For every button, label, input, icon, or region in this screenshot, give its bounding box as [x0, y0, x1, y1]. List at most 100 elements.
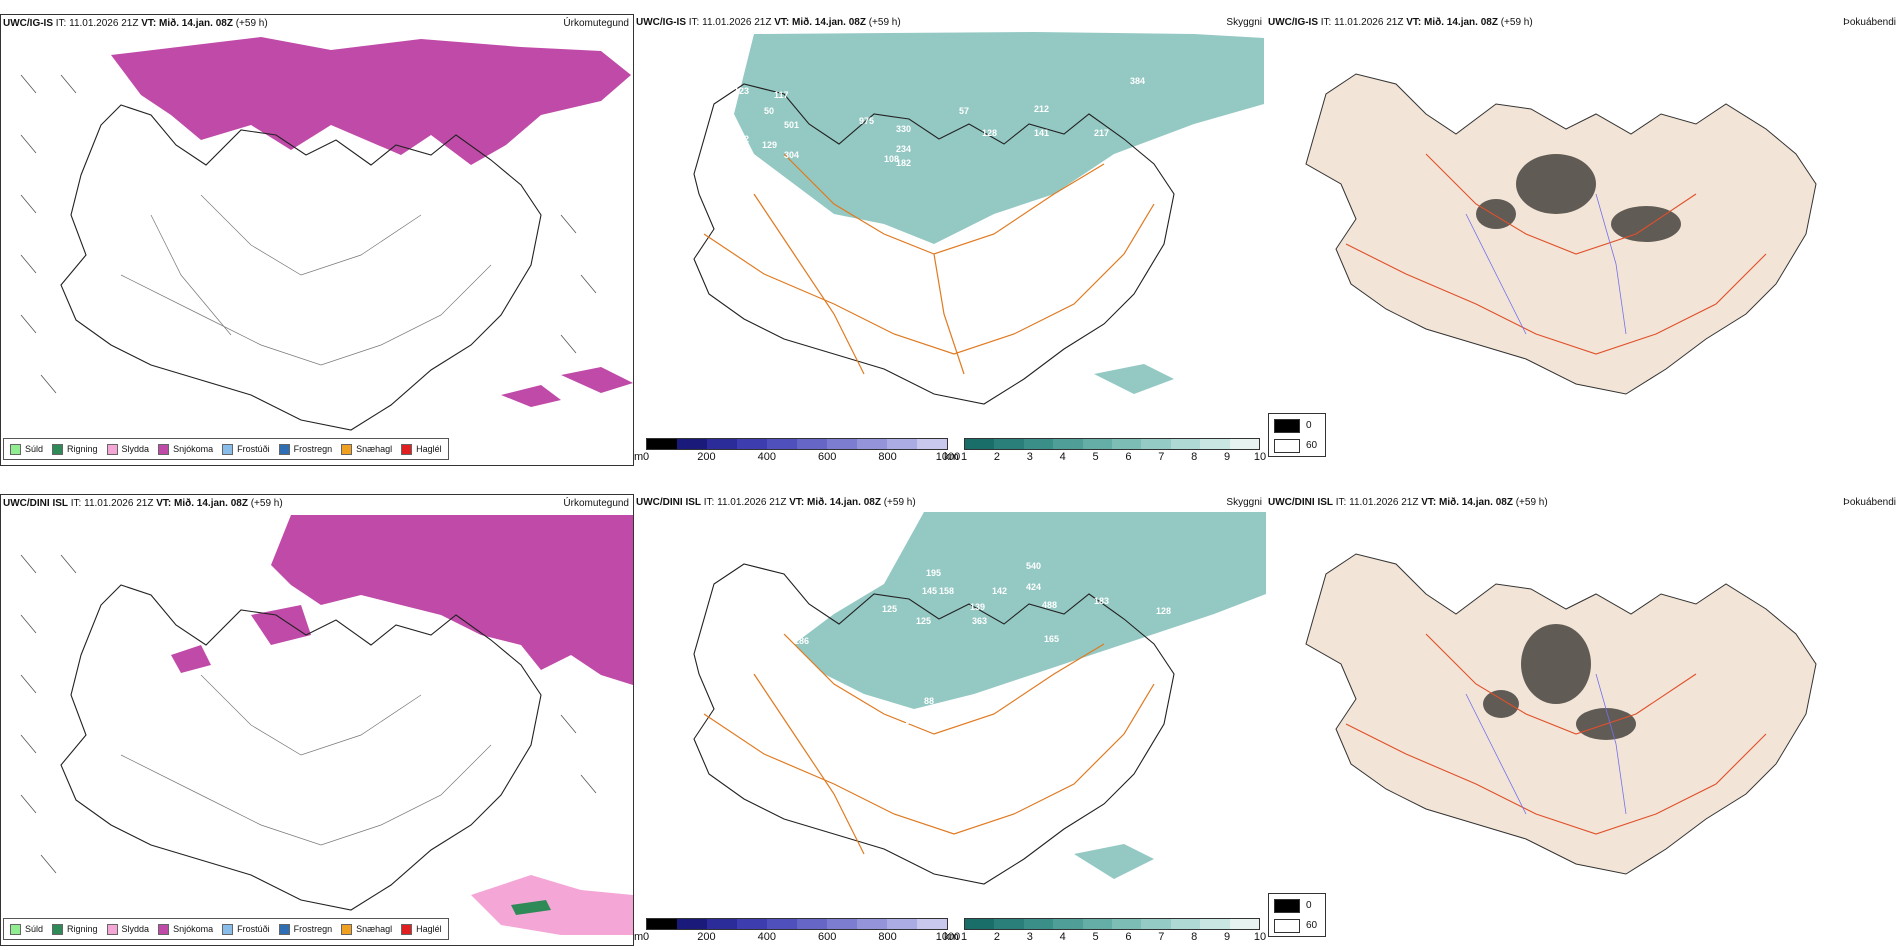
legend-label: Snæhagl [356, 444, 393, 454]
legend-swatch [10, 443, 21, 455]
fog-roads-bottom [1345, 633, 1767, 835]
pixel-value-label: 125 [916, 616, 931, 626]
pixel-value-label: 380 [1144, 146, 1159, 156]
pixel-value-label: 304 [784, 150, 799, 160]
colorbar-tick-label: 1000 [935, 451, 961, 463]
fog-legend-swatch [1274, 899, 1300, 913]
precip-legend-item: Slydda [106, 923, 149, 935]
colorbar-segment [1170, 919, 1201, 929]
precip-type-panel-top: UWC/IG-IS IT: 11.01.2026 21Z VT: Mið. 14… [0, 14, 634, 466]
visibility-colorbar-top [964, 438, 1260, 450]
precip-legend-item: Frostregn [278, 923, 333, 935]
colorbar-segment [647, 439, 677, 449]
visibility-panel-bottom: 195 540 145 158 142 424 125 125 139 363 488 183 128 1… [634, 494, 1266, 946]
roads-top [120, 194, 492, 366]
colorbar-segment [1082, 439, 1113, 449]
header-bottom-fog: UWC/DINI ISL IT: 11.01.2026 21Z VT: Mið.… [1268, 497, 1548, 508]
panel-title-visibility-bottom: Skyggni [1226, 497, 1262, 508]
colorbar-tick-label: 7 [1158, 451, 1165, 463]
legend-swatch [10, 923, 21, 935]
colorbar-segment [1229, 439, 1260, 449]
legend-label: Frostregn [293, 924, 333, 934]
colorbar-tick-label: 0 [642, 931, 650, 943]
colorbar-tick-label: 9 [1224, 451, 1231, 463]
pixel-value-label: 424 [1026, 582, 1041, 592]
colorbar-segment [827, 439, 857, 449]
legend-swatch [52, 923, 64, 935]
fog-panel-top: UWC/IG-IS IT: 11.01.2026 21Z VT: Mið. 14… [1266, 14, 1900, 466]
precip-legend-item: Haglél [401, 443, 442, 455]
colorbar-tick-label: 600 [818, 931, 837, 943]
colorbar-segment [1200, 439, 1230, 449]
precip-legend-item: Frostúði [222, 923, 270, 935]
wind-barbs-top [20, 74, 597, 394]
colorbar-tick-label: 2 [993, 931, 1000, 943]
pixel-value-label: 165 [1044, 634, 1059, 644]
pixel-value-label: 123 [734, 86, 749, 96]
pixel-value-label: 182 [896, 158, 911, 168]
colorbar-segment [1229, 919, 1260, 929]
colorbar-segment [887, 919, 917, 929]
panel-title-precip-top: Úrkomutegund [563, 18, 629, 29]
colorbar-segment [1112, 439, 1142, 449]
iceland-outline-bottom [60, 584, 542, 911]
iceland-outline-visibility-bottom [693, 563, 1175, 885]
colorbar-segment [797, 439, 827, 449]
legend-swatch [341, 443, 353, 455]
pixel-value-label: 212 [1034, 104, 1049, 114]
pixel-value-label: 145 [922, 586, 937, 596]
colorbar-tick-label: 400 [757, 451, 776, 463]
colorbar-segment [1082, 919, 1113, 929]
elevation-colorbar-bottom [646, 918, 948, 930]
precip-legend-item: Haglél [401, 923, 442, 935]
colorbar-tick-label: 9 [1224, 931, 1231, 943]
colorbar-tick-label: 600 [818, 451, 837, 463]
precip-legend-top: Súld Rigning Slydda Snjókoma Frostúði Frostre… [3, 438, 449, 460]
fog-legend-swatch [1274, 419, 1300, 433]
precip-legend-item: Súld [10, 923, 44, 935]
pixel-value-label: 234 [896, 144, 911, 154]
elevation-ticks-bottom: 0 200 400 600 800 1000 [642, 931, 960, 945]
legend-swatch [158, 923, 170, 935]
legend-label: Snjókoma [173, 444, 214, 454]
legend-label: Súld [25, 924, 44, 934]
precip-legend-item: Rigning [52, 443, 98, 455]
pixel-value-label: 129 [762, 140, 777, 150]
pixel-value-label: 501 [784, 120, 799, 130]
colorbar-segment [1170, 439, 1201, 449]
colorbar-tick-label: 6 [1125, 451, 1132, 463]
elevation-colorbar-top [646, 438, 948, 450]
fog-legend-label: 0 [1306, 420, 1312, 431]
roads-visibility-top [703, 153, 1155, 375]
colorbar-tick-label: 5 [1092, 451, 1099, 463]
header-bottom-visibility: UWC/DINI ISL IT: 11.01.2026 21Z VT: Mið.… [636, 497, 916, 508]
precip-legend-item: Snjókoma [158, 443, 214, 455]
precip-legend-item: Frostúði [222, 443, 270, 455]
fog-shading-bottom [1483, 624, 1636, 740]
colorbar-segment [1112, 919, 1142, 929]
colorbar-tick-label: 4 [1059, 931, 1066, 943]
colorbar-tick-label: 800 [878, 451, 897, 463]
colorbar-tick-label: 400 [757, 931, 776, 943]
snow-area-bottom [171, 515, 633, 685]
pixel-value-label: 488 [1042, 600, 1057, 610]
pixel-value-label: 125 [882, 604, 897, 614]
legend-label: Slydda [121, 444, 150, 454]
colorbar-segment [827, 919, 857, 929]
vis-bar-unit-top: km [944, 451, 959, 463]
fog-legend-swatch [1274, 439, 1300, 453]
fog-legend-label: 60 [1306, 440, 1318, 451]
fog-legend-label: 60 [1306, 920, 1318, 931]
visibility-ticks-top: 1 2 3 4 5 6 7 8 9 10 [961, 451, 1266, 465]
precip-map-top [20, 37, 633, 431]
fog-legend-top: 0 60 [1268, 413, 1326, 457]
colorbar-segment [1141, 919, 1171, 929]
colorbar-segment [737, 919, 767, 929]
header-top-fog: UWC/IG-IS IT: 11.01.2026 21Z VT: Mið. 14… [1268, 17, 1533, 28]
legend-swatch [222, 443, 234, 455]
colorbar-segment [707, 439, 737, 449]
colorbar-tick-label: 0 [642, 451, 650, 463]
colorbar-tick-label: 8 [1191, 931, 1198, 943]
legend-label: Snæhagl [356, 924, 393, 934]
